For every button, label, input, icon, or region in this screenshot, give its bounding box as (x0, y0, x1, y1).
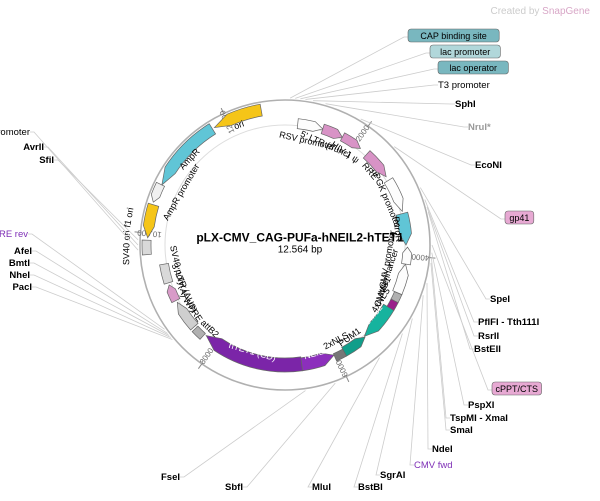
outer-label: SpeI (490, 294, 510, 305)
leader-line (326, 104, 468, 127)
plasmid-name: pLX-CMV_CAG-PUFa-hNEIL2-hTET1 (196, 231, 403, 245)
outer-label: NdeI (432, 444, 453, 455)
scale-label: 4000 (411, 252, 430, 263)
outer-label: T3 promoter (438, 80, 490, 91)
feature-CMV-enh (393, 264, 409, 295)
outer-label: AfeI (14, 246, 32, 257)
leader-line (427, 283, 432, 449)
outer-label: WPRE rev (0, 229, 28, 240)
leader-line (243, 383, 335, 487)
outer-label: BmtI (9, 258, 30, 269)
leader-line (428, 212, 474, 349)
outer-label: AvrII (23, 142, 44, 153)
outer-label: CAP binding site (420, 31, 486, 41)
outer-label: gp41 (509, 213, 529, 223)
outer-label: BstEII (474, 344, 501, 355)
leader-line (431, 258, 450, 418)
outer-label: PspXI (468, 400, 494, 411)
outer-label: EcoNI (475, 160, 502, 171)
outer-label: T7 promoter (0, 127, 30, 138)
outer-label: BstBI (358, 482, 383, 493)
leader-line (180, 391, 305, 477)
outer-label: NruI* (468, 122, 491, 133)
outer-label: SbfI (225, 482, 243, 493)
feature-label-f1-ori: f1 ori (122, 207, 135, 228)
leader-line (30, 263, 169, 336)
leader-line (394, 147, 505, 219)
outer-label: FseI (161, 472, 180, 483)
feature-5LTR (321, 124, 342, 138)
leader-line (295, 53, 430, 98)
watermark-prefix: Created by (490, 6, 542, 17)
watermark-brand: SnapGene (542, 6, 590, 17)
feature-RSV (297, 119, 322, 132)
outer-label: SmaI (450, 425, 473, 436)
leader-line (376, 319, 412, 476)
leader-line (44, 147, 138, 245)
outer-label: lac promoter (440, 47, 490, 57)
outer-label: cPPT/CTS (496, 384, 539, 394)
leader-line (425, 200, 478, 322)
scale-tick (346, 376, 349, 381)
leader-line (427, 207, 478, 336)
plasmid-size: 12.564 bp (196, 245, 403, 256)
leader-line (32, 287, 172, 339)
outer-label: SgrAI (380, 470, 405, 481)
outer-label: lac operator (449, 63, 497, 73)
leader-line (30, 275, 171, 338)
outer-label: PacI (12, 282, 32, 293)
feature-SV40-ori (142, 240, 151, 255)
outer-label: RsrII (478, 331, 499, 342)
watermark: Created by SnapGene (490, 6, 590, 17)
scale-tick (429, 258, 435, 259)
leader-line (305, 85, 438, 99)
outer-label: PflFI - Tth111I (478, 317, 539, 328)
outer-label: SfiI (39, 155, 54, 166)
outer-label: CMV fwd (414, 460, 453, 471)
feature-label-SV40-ori: SV40 ori (121, 230, 132, 265)
plasmid-title: pLX-CMV_CAG-PUFa-hNEIL2-hTET1 12.564 bp (196, 231, 403, 256)
scale-tick (198, 364, 201, 369)
leader-line (300, 69, 438, 99)
leader-line (290, 37, 408, 98)
outer-label: SphI (455, 99, 476, 110)
leader-line (313, 101, 455, 104)
outer-label: NheI (9, 270, 30, 281)
outer-label: TspMI - XmaI (450, 413, 508, 424)
leader-line (431, 263, 450, 430)
outer-label: MluI (312, 482, 331, 493)
